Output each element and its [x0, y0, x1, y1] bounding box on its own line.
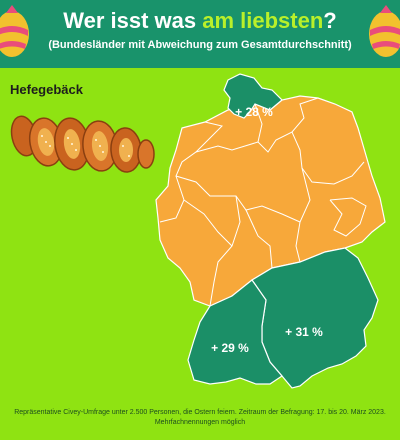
page-title: Wer isst was am liebsten? [0, 8, 400, 34]
value-label-baden-wuerttemberg: + 29 % [211, 341, 249, 355]
title-part1: Wer isst was [63, 8, 203, 33]
state-borders [159, 97, 367, 307]
map-region-baden-wuerttemberg [187, 279, 283, 385]
header-banner: Wer isst was am liebsten? (Bundesländer … [0, 0, 400, 68]
easter-egg-icon [0, 5, 29, 57]
braided-bread-icon [10, 115, 155, 173]
footer-line-2: Mehrfachnennungen möglich [154, 419, 246, 426]
footer-line-1: Repräsentative Civey-Umfrage unter 2.500… [14, 409, 386, 416]
value-label-bayern: + 31 % [285, 325, 323, 339]
subtitle: (Bundesländer mit Abweichung zum Gesamtd… [48, 39, 352, 51]
title-part2: ? [323, 8, 337, 33]
title-highlight: am liebsten [202, 8, 324, 33]
footer-note: Repräsentative Civey-Umfrage unter 2.500… [0, 408, 400, 428]
value-label-schleswig-holstein: + 28 % [235, 105, 273, 119]
easter-egg-icon [369, 5, 400, 57]
category-label: Hefegebäck [10, 82, 83, 97]
